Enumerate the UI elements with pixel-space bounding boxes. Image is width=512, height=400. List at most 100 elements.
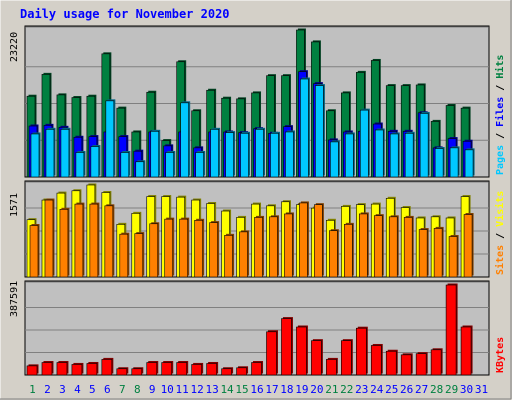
bar-sites-12 bbox=[194, 219, 203, 278]
bar-pages-20 bbox=[315, 85, 324, 178]
bar-pages-5 bbox=[90, 146, 100, 178]
bar-pages-6 bbox=[105, 100, 115, 178]
y-max-label: 1571 bbox=[9, 193, 20, 217]
bar-sites-7 bbox=[119, 233, 129, 278]
bar-kbytes-27 bbox=[415, 353, 427, 376]
bar-sites-20 bbox=[314, 204, 323, 278]
x-label-11: 11 bbox=[176, 383, 189, 396]
x-label-9: 9 bbox=[149, 383, 156, 396]
bar-pages-25 bbox=[389, 133, 399, 178]
bar-kbytes-13 bbox=[206, 363, 217, 376]
x-label-30: 30 bbox=[460, 383, 473, 396]
x-label-29: 29 bbox=[445, 383, 458, 396]
x-label-22: 22 bbox=[340, 383, 353, 396]
bar-kbytes-10 bbox=[161, 362, 173, 376]
legend-item-visits: Visits bbox=[494, 191, 506, 227]
bar-kbytes-19 bbox=[296, 326, 307, 376]
bar-sites-24 bbox=[373, 215, 383, 278]
legend-bottom: KBytes bbox=[495, 337, 506, 373]
x-label-3: 3 bbox=[59, 383, 66, 396]
x-label-1: 1 bbox=[29, 383, 36, 396]
bar-kbytes-26 bbox=[400, 354, 412, 376]
bar-kbytes-8 bbox=[131, 368, 143, 376]
bar-pages-13 bbox=[210, 129, 219, 178]
x-label-14: 14 bbox=[220, 383, 234, 396]
bar-pages-8 bbox=[135, 161, 145, 178]
bar-kbytes-11 bbox=[176, 362, 187, 376]
bar-pages-24 bbox=[374, 129, 384, 178]
bar-pages-4 bbox=[75, 152, 85, 178]
bar-kbytes-5 bbox=[86, 363, 98, 376]
x-label-28: 28 bbox=[430, 383, 443, 396]
bar-sites-9 bbox=[149, 223, 159, 278]
bar-kbytes-1 bbox=[26, 365, 38, 376]
bar-pages-14 bbox=[225, 132, 234, 178]
legend-item-kbytes: KBytes bbox=[495, 337, 506, 373]
x-label-23: 23 bbox=[355, 383, 368, 396]
bar-sites-25 bbox=[388, 216, 398, 278]
bar-pages-15 bbox=[240, 132, 249, 178]
bar-kbytes-15 bbox=[236, 367, 247, 376]
bar-sites-4 bbox=[74, 203, 84, 278]
bar-pages-28 bbox=[434, 148, 444, 178]
chart-title: Daily usage for November 2020 bbox=[20, 7, 230, 21]
bar-pages-19 bbox=[300, 78, 309, 178]
x-label-2: 2 bbox=[44, 383, 51, 396]
bar-kbytes-18 bbox=[281, 318, 292, 376]
x-label-15: 15 bbox=[235, 383, 248, 396]
x-label-31: 31 bbox=[475, 383, 488, 396]
x-label-24: 24 bbox=[370, 383, 384, 396]
bar-sites-19 bbox=[299, 202, 308, 278]
bar-pages-30 bbox=[464, 149, 474, 178]
bar-sites-11 bbox=[179, 218, 188, 278]
bar-sites-29 bbox=[448, 236, 458, 278]
x-label-20: 20 bbox=[310, 383, 323, 396]
bar-pages-12 bbox=[195, 152, 204, 178]
bar-kbytes-17 bbox=[266, 331, 277, 376]
bar-pages-22 bbox=[345, 133, 354, 178]
bar-sites-5 bbox=[89, 203, 99, 278]
bar-pages-1 bbox=[30, 133, 40, 178]
bar-kbytes-25 bbox=[385, 350, 397, 376]
bar-pages-7 bbox=[120, 152, 130, 178]
bar-kbytes-21 bbox=[326, 359, 337, 376]
bar-pages-29 bbox=[449, 147, 459, 178]
bar-sites-21 bbox=[329, 230, 338, 278]
legend-item-sites: Sites bbox=[494, 245, 506, 275]
legend-separator: / bbox=[495, 79, 506, 97]
x-label-21: 21 bbox=[325, 383, 338, 396]
x-label-8: 8 bbox=[134, 383, 141, 396]
bar-kbytes-16 bbox=[251, 362, 262, 376]
bar-kbytes-20 bbox=[311, 340, 322, 376]
bar-sites-18 bbox=[284, 213, 293, 278]
bar-kbytes-23 bbox=[355, 327, 367, 376]
y-max-label: 387591 bbox=[9, 281, 20, 317]
legend-item-hits: Hits bbox=[494, 55, 506, 79]
bar-pages-10 bbox=[165, 152, 175, 178]
bar-pages-16 bbox=[255, 129, 264, 178]
x-label-5: 5 bbox=[89, 383, 96, 396]
x-label-7: 7 bbox=[119, 383, 126, 396]
bar-pages-11 bbox=[180, 102, 189, 178]
x-label-16: 16 bbox=[250, 383, 263, 396]
bar-sites-10 bbox=[164, 218, 174, 278]
bar-pages-9 bbox=[150, 131, 160, 178]
bar-kbytes-29 bbox=[445, 284, 457, 376]
x-label-6: 6 bbox=[104, 383, 111, 396]
x-label-25: 25 bbox=[385, 383, 398, 396]
bar-sites-17 bbox=[269, 216, 278, 278]
x-label-26: 26 bbox=[400, 383, 413, 396]
bar-sites-27 bbox=[418, 229, 428, 278]
bar-sites-2 bbox=[44, 199, 54, 278]
bar-sites-16 bbox=[254, 217, 263, 278]
bar-sites-22 bbox=[344, 224, 353, 278]
y-max-label: 23220 bbox=[9, 32, 20, 62]
bar-kbytes-2 bbox=[41, 362, 53, 376]
bar-kbytes-6 bbox=[101, 359, 113, 376]
panel-top: 23220 Pages / Files / Hits bbox=[9, 25, 506, 178]
bar-sites-23 bbox=[358, 213, 368, 278]
legend-top: Pages / Files / Hits bbox=[494, 55, 506, 175]
legend-separator: / bbox=[495, 127, 506, 145]
bar-sites-28 bbox=[433, 228, 443, 278]
bar-sites-30 bbox=[463, 214, 473, 278]
